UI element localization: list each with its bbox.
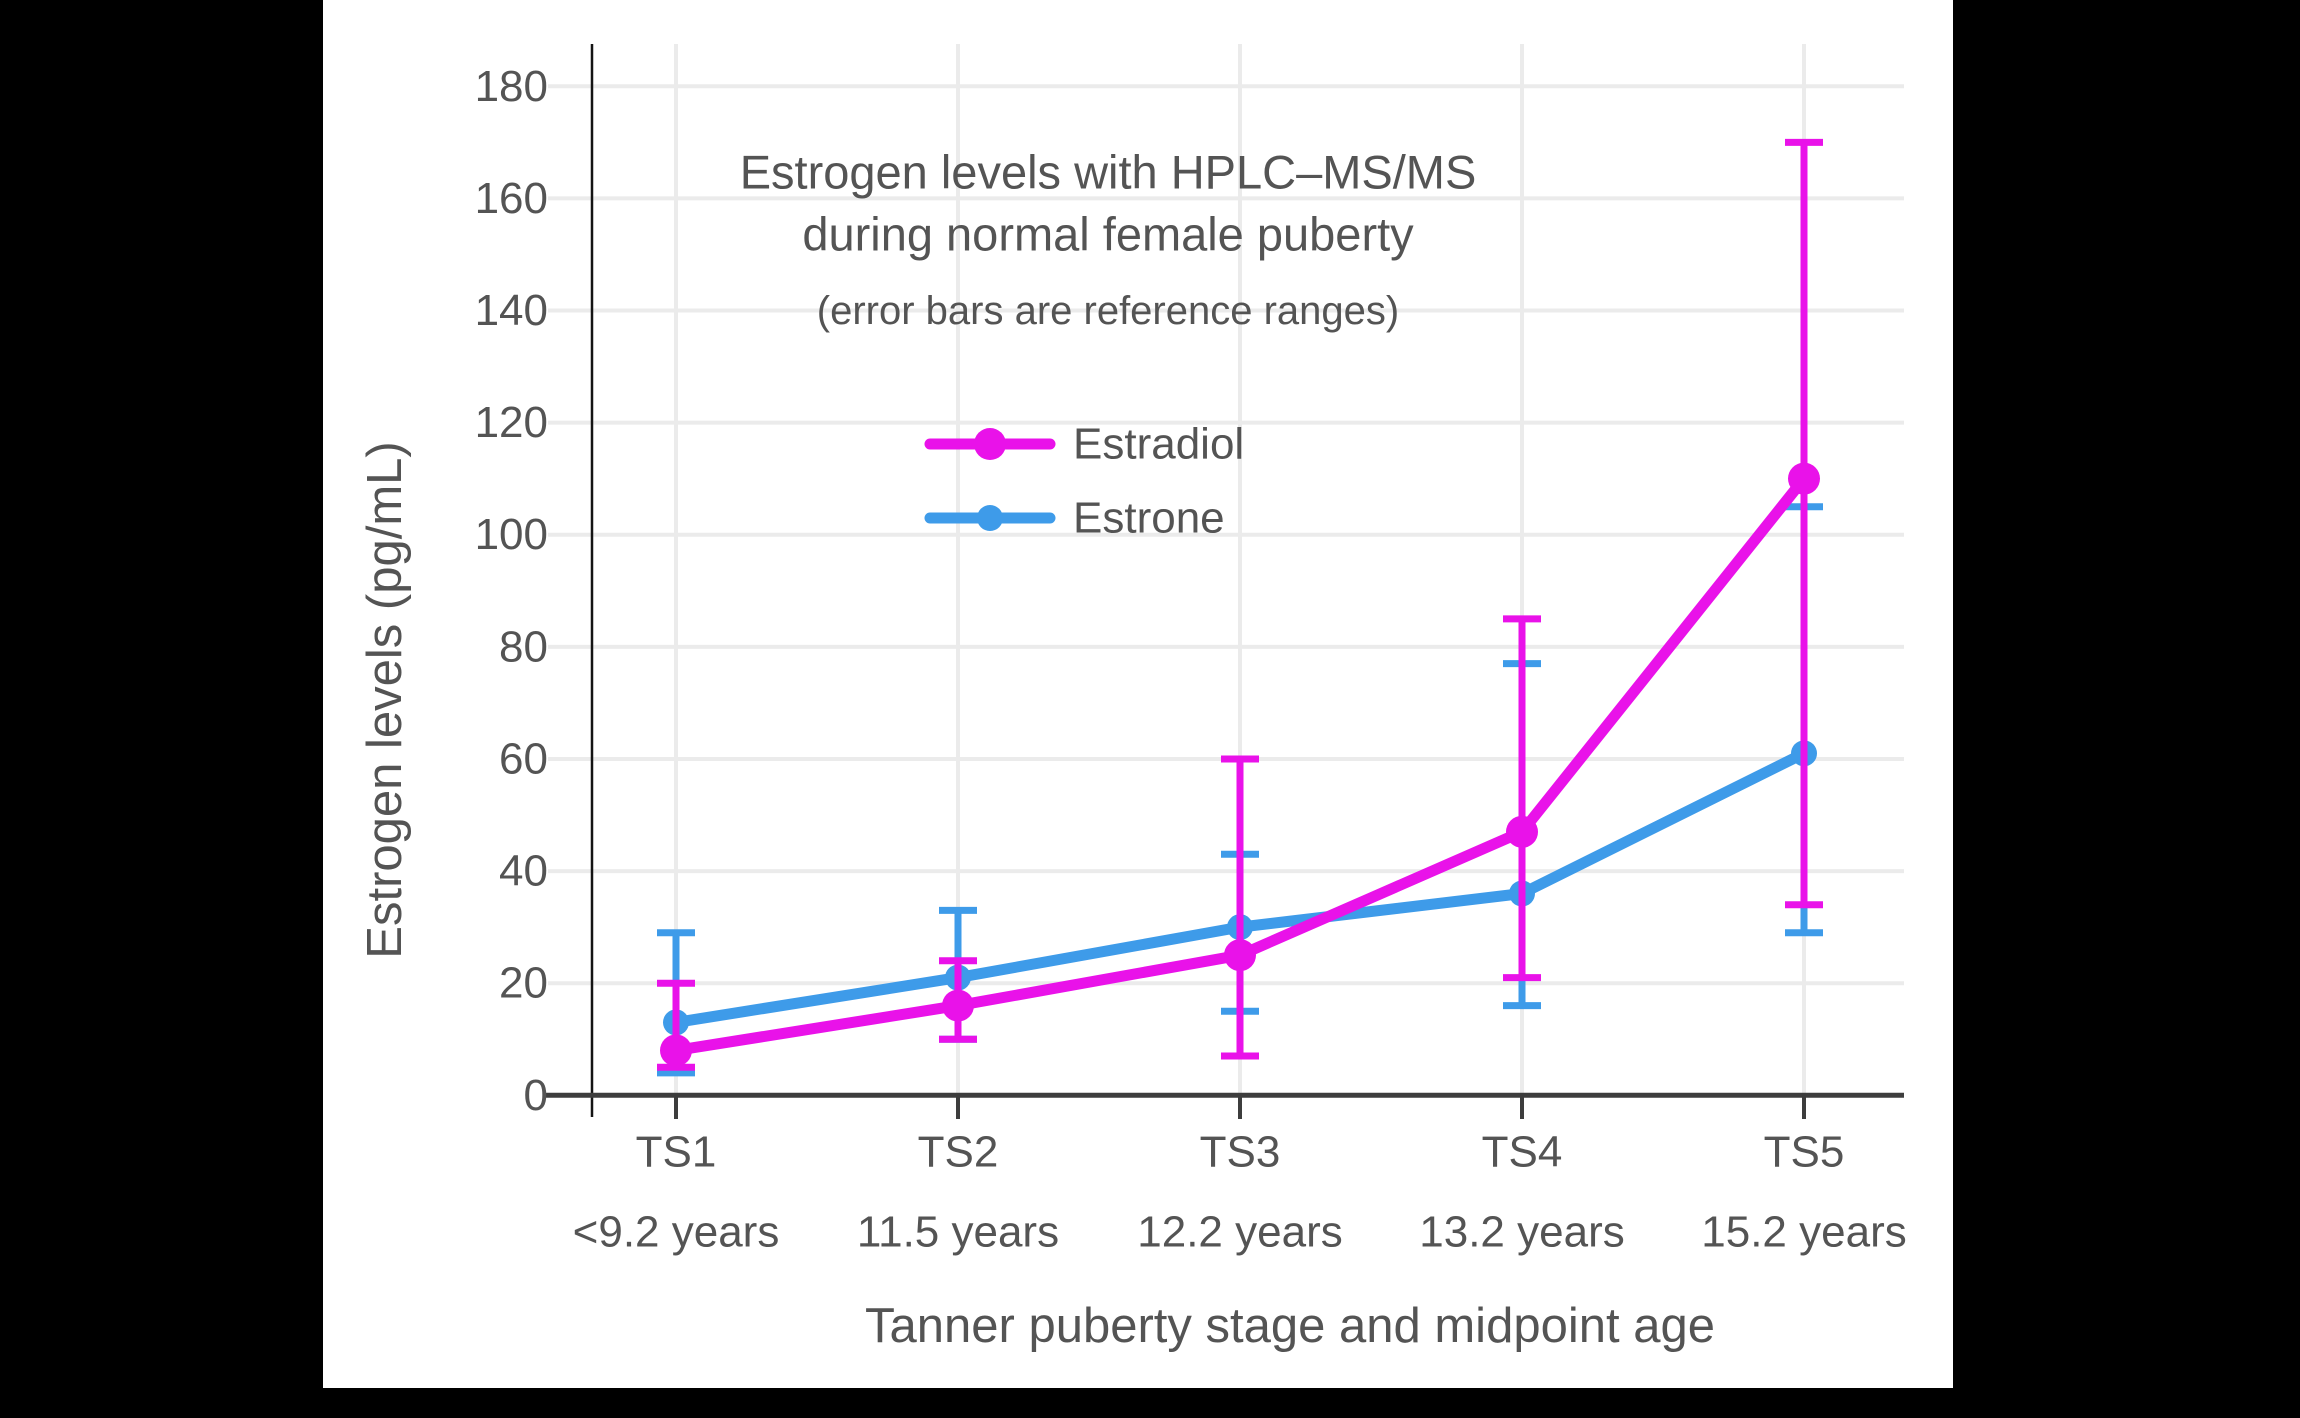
gridlines <box>548 44 1904 1096</box>
x-tick-label-ts4: TS4 <box>1482 1128 1563 1177</box>
y-tick-label-40: 40 <box>499 847 548 896</box>
series-plot <box>657 138 1823 1077</box>
error-bar-estradiol-ts5 <box>1785 138 1823 909</box>
data-point-estradiol-ts5 <box>1788 462 1820 495</box>
x-age-label-ts1: <9.2 years <box>573 1208 780 1257</box>
x-tick-label-ts1: TS1 <box>636 1128 717 1177</box>
y-tick-label-160: 160 <box>475 174 548 223</box>
chart-title-line2: during normal female puberty <box>802 208 1414 261</box>
x-age-label-ts4: 13.2 years <box>1419 1208 1624 1257</box>
y-tick-label-180: 180 <box>475 62 548 111</box>
y-tick-label-60: 60 <box>499 734 548 783</box>
y-tick-label-140: 140 <box>475 286 548 335</box>
data-point-estradiol-ts2 <box>942 989 974 1022</box>
legend-marker-dot-estrone <box>977 505 1003 531</box>
error-bar-estradiol-ts4 <box>1503 615 1541 982</box>
legend-marker-dot-estradiol <box>974 428 1006 460</box>
axes <box>544 44 1904 1119</box>
data-point-estradiol-ts3 <box>1224 939 1256 972</box>
estrogen-chart: 0 20 40 60 80 100 120 140 160 180 TS1 <9.2 years TS2… <box>358 44 1907 1353</box>
y-tick-label-120: 120 <box>475 398 548 447</box>
chart-title-line1: Estrogen levels with HPLC–MS/MS <box>740 146 1477 199</box>
x-tick-label-ts2: TS2 <box>918 1128 999 1177</box>
figure-canvas: 0 20 40 60 80 100 120 140 160 180 TS1 <9.2 years TS2… <box>323 0 1953 1388</box>
data-point-estradiol-ts4 <box>1506 815 1538 848</box>
data-point-estradiol-ts1 <box>660 1034 692 1067</box>
y-axis-title: Estrogen levels (pg/mL) <box>358 441 412 958</box>
x-axis-title: Tanner puberty stage and midpoint age <box>865 1299 1715 1353</box>
y-tick-label-0: 0 <box>524 1071 548 1120</box>
series-estradiol <box>657 138 1823 1071</box>
chart-subtitle: (error bars are reference ranges) <box>817 289 1399 333</box>
x-tick-label-ts5: TS5 <box>1764 1128 1845 1177</box>
x-age-label-ts2: 11.5 years <box>857 1208 1059 1257</box>
error-bar-estradiol-ts3 <box>1221 755 1259 1060</box>
y-tick-label-20: 20 <box>499 959 548 1008</box>
legend: Estradiol Estrone <box>924 420 1244 543</box>
legend-label-estradiol: Estradiol <box>1073 420 1244 469</box>
x-age-label-ts5: 15.2 years <box>1701 1208 1906 1257</box>
x-age-label-ts3: 12.2 years <box>1137 1208 1342 1257</box>
tick-labels: 0 20 40 60 80 100 120 140 160 180 TS1 <9.2 years TS2… <box>475 62 1907 1257</box>
legend-label-estrone: Estrone <box>1073 494 1225 543</box>
y-tick-label-100: 100 <box>475 510 548 559</box>
x-tick-label-ts3: TS3 <box>1200 1128 1281 1177</box>
y-tick-label-80: 80 <box>499 622 548 671</box>
